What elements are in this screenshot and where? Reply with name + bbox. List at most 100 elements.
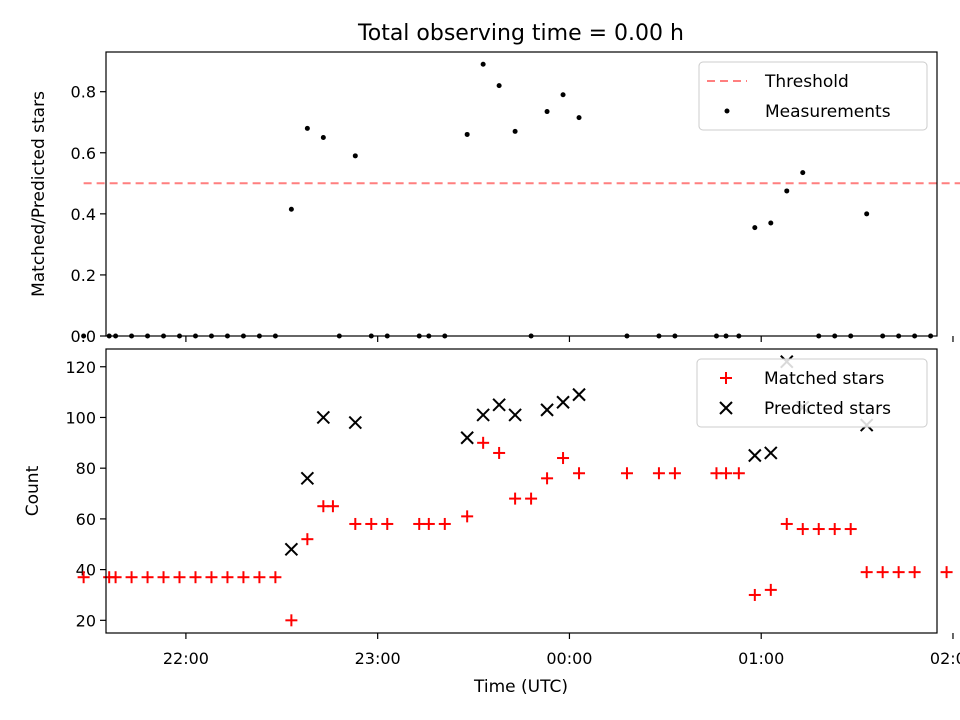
predicted-star-point <box>300 471 315 486</box>
matched-star-point <box>557 452 570 465</box>
legend-threshold: Threshold <box>764 72 849 92</box>
top-legend: Threshold Measurements <box>698 61 928 131</box>
bottom-xtick-label: 02:00 <box>930 649 960 668</box>
predicted-star-point <box>748 448 762 463</box>
matched-star-point <box>422 517 435 530</box>
predicted-star-point <box>348 415 363 430</box>
measurement-point <box>480 61 486 67</box>
matched-star-point <box>493 446 506 459</box>
measurement-point <box>512 128 518 134</box>
measurement-point <box>81 333 87 339</box>
matched-star-point <box>812 523 825 536</box>
predicted-star-point <box>316 410 331 425</box>
bottom-ytick-label: 20 <box>76 611 96 630</box>
matched-star-point <box>720 467 733 480</box>
top-panel: Total observing time = 0.00 h Matched/Pr… <box>29 21 960 346</box>
matched-star-point <box>285 614 298 627</box>
measurement-point <box>288 206 294 212</box>
bottom-ytick-label: 40 <box>76 561 96 580</box>
measurement-point <box>784 188 790 194</box>
predicted-star-point <box>572 387 586 402</box>
matched-star-point <box>301 533 314 546</box>
matched-star-point <box>125 571 138 584</box>
matched-star-point <box>461 510 474 523</box>
bottom-xtick-label: 01:00 <box>738 649 784 668</box>
measurement-point <box>800 170 806 176</box>
matched-star-point <box>908 566 921 579</box>
matched-star-point <box>844 523 857 536</box>
bottom-panel: Count Time (UTC) 20 40 60 80 100 120 22:00 23:… <box>23 348 960 697</box>
matched-star-point <box>620 467 633 480</box>
measurement-point <box>864 211 870 217</box>
predicted-star-point <box>556 395 570 409</box>
bottom-legend-box <box>696 358 928 428</box>
measurement-point <box>352 153 358 159</box>
bottom-xtick-label: 23:00 <box>355 649 401 668</box>
predicted-star-point <box>460 431 474 445</box>
bottom-ytick-label: 120 <box>65 358 96 377</box>
top-axes-frame <box>105 51 938 337</box>
measurement-point <box>768 220 774 226</box>
bottom-ylabel: Count <box>23 465 43 516</box>
matched-star-point <box>892 566 905 579</box>
top-title: Total observing time = 0.00 h <box>357 21 684 46</box>
bottom-ytick-label: 80 <box>76 459 96 478</box>
top-ytick-label: 0.8 <box>71 83 96 102</box>
measurement-point <box>496 83 502 89</box>
measurement-point <box>560 92 566 98</box>
bottom-y-ticks: 20 40 60 80 100 120 <box>65 358 106 630</box>
matched-star-point <box>940 566 953 579</box>
matched-star-point <box>157 571 170 584</box>
predicted-star-point <box>508 408 522 422</box>
measurement-point <box>304 125 310 131</box>
matched-legend-swatch <box>720 372 732 384</box>
matched-star-point <box>541 472 554 485</box>
matched-star-point <box>253 571 266 584</box>
legend-predicted: Predicted stars <box>764 399 891 419</box>
matched-star-point <box>221 571 234 584</box>
top-ytick-label: 0.2 <box>71 266 96 285</box>
matched-star-point <box>525 492 538 505</box>
legend-matched: Matched stars <box>764 369 884 389</box>
matched-star-point <box>77 571 90 584</box>
matched-star-point <box>668 467 681 480</box>
predicted-star-point <box>284 542 299 557</box>
matched-star-point <box>269 571 282 584</box>
measurement-point <box>544 109 550 115</box>
matched-star-point <box>438 517 451 530</box>
matched-star-point <box>828 523 841 536</box>
matched-star-point <box>748 588 761 601</box>
measurement-point <box>320 135 326 141</box>
matched-star-point <box>365 517 378 530</box>
matched-star-point <box>205 571 218 584</box>
predicted-star-point <box>764 446 778 460</box>
matched-star-point <box>573 467 586 480</box>
matched-star-point <box>141 571 154 584</box>
matched-star-point <box>381 517 394 530</box>
matched-star-point <box>652 467 665 480</box>
top-x-ticks <box>185 336 954 342</box>
legend-measurements: Measurements <box>765 102 891 122</box>
matched-star-point <box>876 566 889 579</box>
top-legend-box <box>698 61 928 131</box>
top-ylabel: Matched/Predicted stars <box>29 91 49 297</box>
bottom-axes-frame <box>105 348 938 634</box>
matched-star-point <box>349 517 362 530</box>
matched-star-point <box>173 571 186 584</box>
measurements-legend-swatch <box>724 108 730 114</box>
matched-star-point <box>860 566 873 579</box>
matched-star-point <box>189 571 202 584</box>
matched-star-point <box>326 500 339 513</box>
measurement-point <box>576 115 582 121</box>
bottom-ytick-label: 100 <box>65 408 96 427</box>
predicted-star-point <box>492 398 506 412</box>
predicted-star-point <box>476 408 490 422</box>
matched-star-point <box>764 583 777 596</box>
matched-star-point <box>509 492 522 505</box>
bottom-ytick-label: 60 <box>76 510 96 529</box>
matched-star-point <box>780 517 793 530</box>
matched-star-point <box>477 436 490 449</box>
matched-star-point <box>796 523 809 536</box>
